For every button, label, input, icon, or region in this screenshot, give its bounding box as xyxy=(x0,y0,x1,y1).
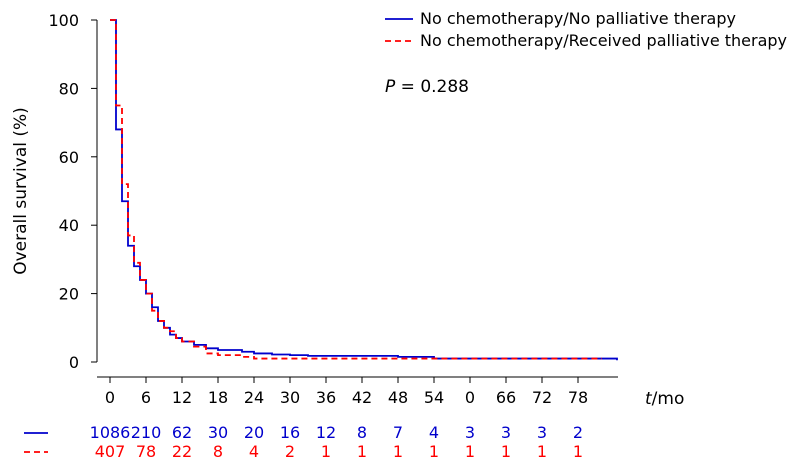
risk-count: 3 xyxy=(501,423,511,442)
y-tick-label: 80 xyxy=(59,79,79,98)
x-tick-label: 72 xyxy=(532,388,552,407)
risk-count: 8 xyxy=(357,423,367,442)
x-tick-label: 36 xyxy=(316,388,336,407)
risk-count: 62 xyxy=(172,423,192,442)
risk-count: 12 xyxy=(316,423,336,442)
x-tick-label: 18 xyxy=(208,388,228,407)
x-tick-label: 0 xyxy=(105,388,115,407)
x-axis-title: t/mo xyxy=(645,389,684,409)
y-tick-label: 40 xyxy=(59,216,79,235)
risk-count: 1086 xyxy=(90,423,131,442)
x-tick-label: 78 xyxy=(568,388,588,407)
risk-count: 2 xyxy=(573,423,583,442)
risk-count: 1 xyxy=(429,442,439,461)
risk-count: 8 xyxy=(213,442,223,461)
risk-count: 407 xyxy=(95,442,126,461)
risk-count: 3 xyxy=(537,423,547,442)
risk-count: 1 xyxy=(393,442,403,461)
y-tick-label: 0 xyxy=(69,353,79,372)
axes: 0 20 40 60 80 100 0 6 12 18 24 30 36 42 48 54 0 66 72 78 xyxy=(48,11,618,407)
risk-count: 4 xyxy=(249,442,259,461)
legend-label-1: No chemotherapy/No palliative therapy xyxy=(420,9,736,28)
risk-count: 1 xyxy=(501,442,511,461)
risk-count: 4 xyxy=(429,423,439,442)
x-tick-label: 48 xyxy=(388,388,408,407)
risk-count: 78 xyxy=(136,442,156,461)
x-tick-label: 42 xyxy=(352,388,372,407)
risk-count: 16 xyxy=(280,423,300,442)
x-tick-label: 66 xyxy=(496,388,516,407)
y-tick-label: 100 xyxy=(48,11,79,30)
risk-count: 1 xyxy=(465,442,475,461)
x-tick-label: 6 xyxy=(141,388,151,407)
series-line-1 xyxy=(110,19,618,361)
risk-count: 3 xyxy=(465,423,475,442)
y-tick-label: 20 xyxy=(59,285,79,304)
legend: No chemotherapy/No palliative therapy No … xyxy=(385,9,787,50)
series-line-2 xyxy=(110,19,602,360)
risk-count: 210 xyxy=(131,423,162,442)
risk-count: 1 xyxy=(537,442,547,461)
risk-count: 1 xyxy=(357,442,367,461)
risk-count: 1 xyxy=(321,442,331,461)
legend-label-2: No chemotherapy/Received palliative ther… xyxy=(420,31,787,50)
p-value-annotation: P = 0.288 xyxy=(385,77,469,97)
risk-count: 7 xyxy=(393,423,403,442)
x-tick-label: 30 xyxy=(280,388,300,407)
x-tick-label: 54 xyxy=(424,388,444,407)
y-axis-title: Overall survival (%) xyxy=(11,107,31,275)
series-group xyxy=(110,19,618,361)
x-tick-label: 12 xyxy=(172,388,192,407)
risk-count: 2 xyxy=(285,442,295,461)
risk-count: 22 xyxy=(172,442,192,461)
risk-count: 20 xyxy=(244,423,264,442)
x-tick-label: 0 xyxy=(465,388,475,407)
y-tick-label: 60 xyxy=(59,148,79,167)
risk-count: 1 xyxy=(573,442,583,461)
x-tick-label: 24 xyxy=(244,388,264,407)
risk-count: 30 xyxy=(208,423,228,442)
